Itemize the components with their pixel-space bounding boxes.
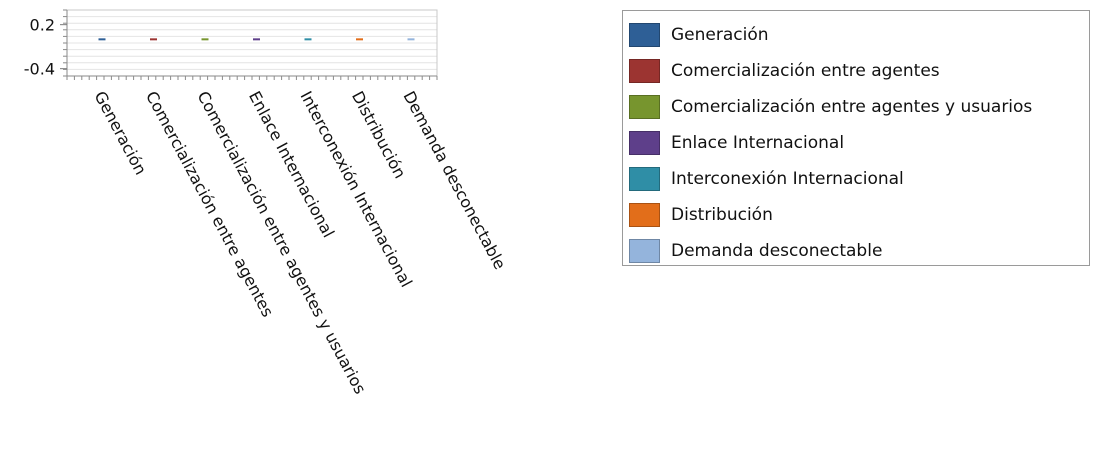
legend-swatch [629,239,660,263]
legend-item: Comercialización entre agentes y usuario… [629,89,1089,125]
legend-swatch [629,23,660,47]
bar [356,38,363,41]
legend-label: Distribución [671,205,773,225]
legend-item: Comercialización entre agentes [629,53,1089,89]
legend-item: Enlace Internacional [629,125,1089,161]
legend-item: Interconexión Internacional [629,161,1089,197]
legend-label: Interconexión Internacional [671,169,904,189]
y-tick-label: 0.2 [30,16,55,35]
gridlines [67,16,437,70]
legend-label: Generación [671,25,769,45]
legend-swatch [629,59,660,83]
legend-label: Demanda desconectable [671,241,883,261]
legend-item: Generación [629,17,1089,53]
legend-item: Distribución [629,197,1089,233]
bar [98,38,106,41]
bar [150,38,157,41]
legend-item: Demanda desconectable [629,233,1089,269]
legend-swatch [629,203,660,227]
x-tick-label: Demanda desconectable [399,88,509,273]
y-tick-label: -0.4 [24,60,55,79]
bar [201,38,209,41]
legend: Generación Comercialización entre agentes… [622,10,1090,266]
legend-label: Comercialización entre agentes [671,61,940,81]
legend-label: Enlace Internacional [671,133,845,153]
bar [304,38,312,41]
legend-swatch [629,95,660,119]
x-tick-label: Generación [90,88,150,178]
legend-label: Comercialización entre agentes y usuario… [671,97,1033,117]
bar [253,38,260,41]
x-tick-label: Distribución [348,88,410,182]
bars [98,38,415,41]
bar [407,38,415,41]
legend-swatch [629,131,660,155]
legend-swatch [629,167,660,191]
